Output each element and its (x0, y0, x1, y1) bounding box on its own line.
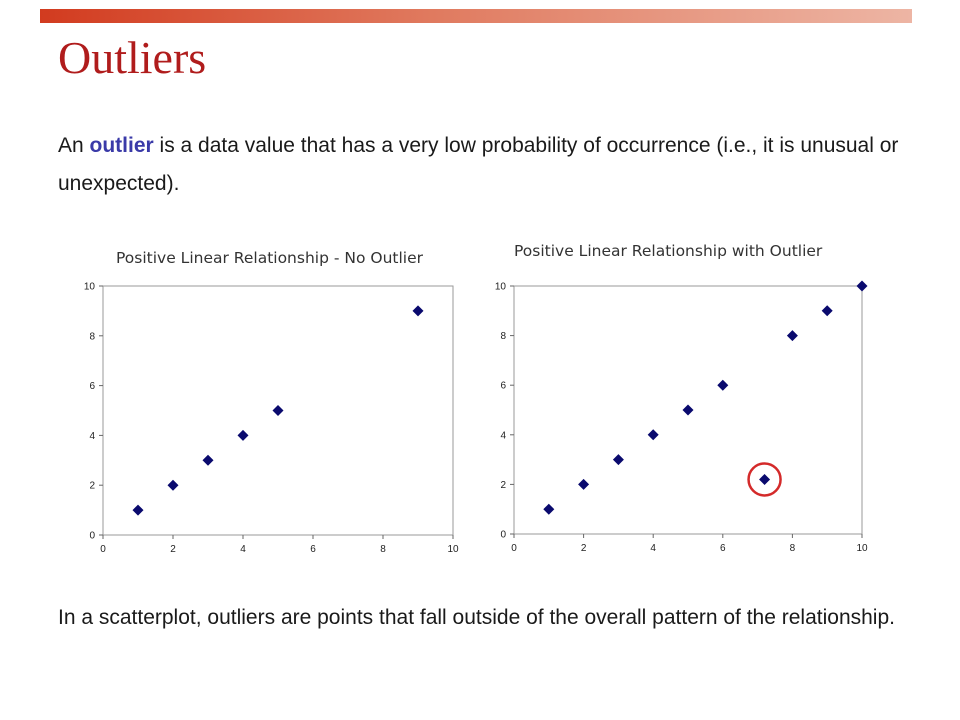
y-tick-label: 8 (89, 331, 95, 342)
data-point (759, 473, 771, 485)
x-tick-label: 4 (240, 544, 246, 555)
data-point (543, 503, 555, 515)
data-point (682, 404, 694, 416)
data-point (578, 478, 590, 490)
intro-rest: is a data value that has a very low prob… (58, 134, 899, 195)
y-tick-label: 4 (89, 431, 95, 442)
chart-title: Positive Linear Relationship with Outlie… (514, 242, 823, 260)
y-tick-label: 8 (500, 331, 506, 342)
data-point (786, 330, 798, 342)
x-tick-label: 6 (720, 543, 726, 554)
x-tick-label: 2 (170, 544, 176, 555)
data-point (237, 429, 249, 441)
slide-title: Outliers (58, 32, 207, 83)
x-tick-label: 8 (790, 543, 796, 554)
y-tick-label: 10 (495, 282, 507, 293)
plot-area (102, 285, 454, 536)
conclusion-paragraph: In a scatterplot, outliers are points th… (58, 606, 895, 629)
x-tick-label: 4 (650, 543, 656, 554)
x-tick-label: 10 (447, 544, 459, 555)
x-tick-label: 8 (380, 544, 386, 555)
data-point (202, 454, 214, 466)
title-accent-bar (40, 9, 912, 23)
intro-paragraph: An outlier is a data value that has a ve… (58, 127, 918, 203)
scatter-chart-no-outlier: Positive Linear Relationship - No Outlie… (84, 249, 459, 555)
data-point (821, 305, 833, 317)
data-point (167, 479, 179, 491)
data-point (717, 379, 729, 391)
x-tick-label: 0 (100, 544, 106, 555)
data-point (272, 405, 284, 416)
y-tick-label: 2 (89, 481, 95, 492)
y-tick-label: 6 (89, 381, 95, 392)
data-point (612, 454, 624, 466)
outlier-keyword: outlier (89, 134, 154, 157)
y-tick-label: 4 (500, 430, 506, 441)
x-tick-label: 10 (856, 543, 868, 554)
x-tick-label: 2 (581, 543, 587, 554)
y-tick-label: 6 (500, 381, 506, 392)
y-tick-label: 2 (500, 480, 506, 491)
scatter-chart-with-outlier: Positive Linear Relationship with Outlie… (495, 242, 868, 554)
outlier-highlight-circle (747, 462, 782, 497)
data-point (412, 305, 424, 317)
y-tick-label: 10 (84, 282, 96, 293)
plot-area (513, 285, 863, 535)
x-tick-label: 0 (511, 543, 517, 554)
intro-prefix: An (58, 134, 90, 157)
data-point (647, 429, 659, 441)
chart-title: Positive Linear Relationship - No Outlie… (116, 249, 424, 267)
y-tick-label: 0 (89, 531, 95, 542)
x-tick-label: 6 (310, 544, 316, 555)
y-tick-label: 0 (500, 530, 506, 541)
data-point (132, 504, 144, 516)
data-point (856, 280, 868, 292)
